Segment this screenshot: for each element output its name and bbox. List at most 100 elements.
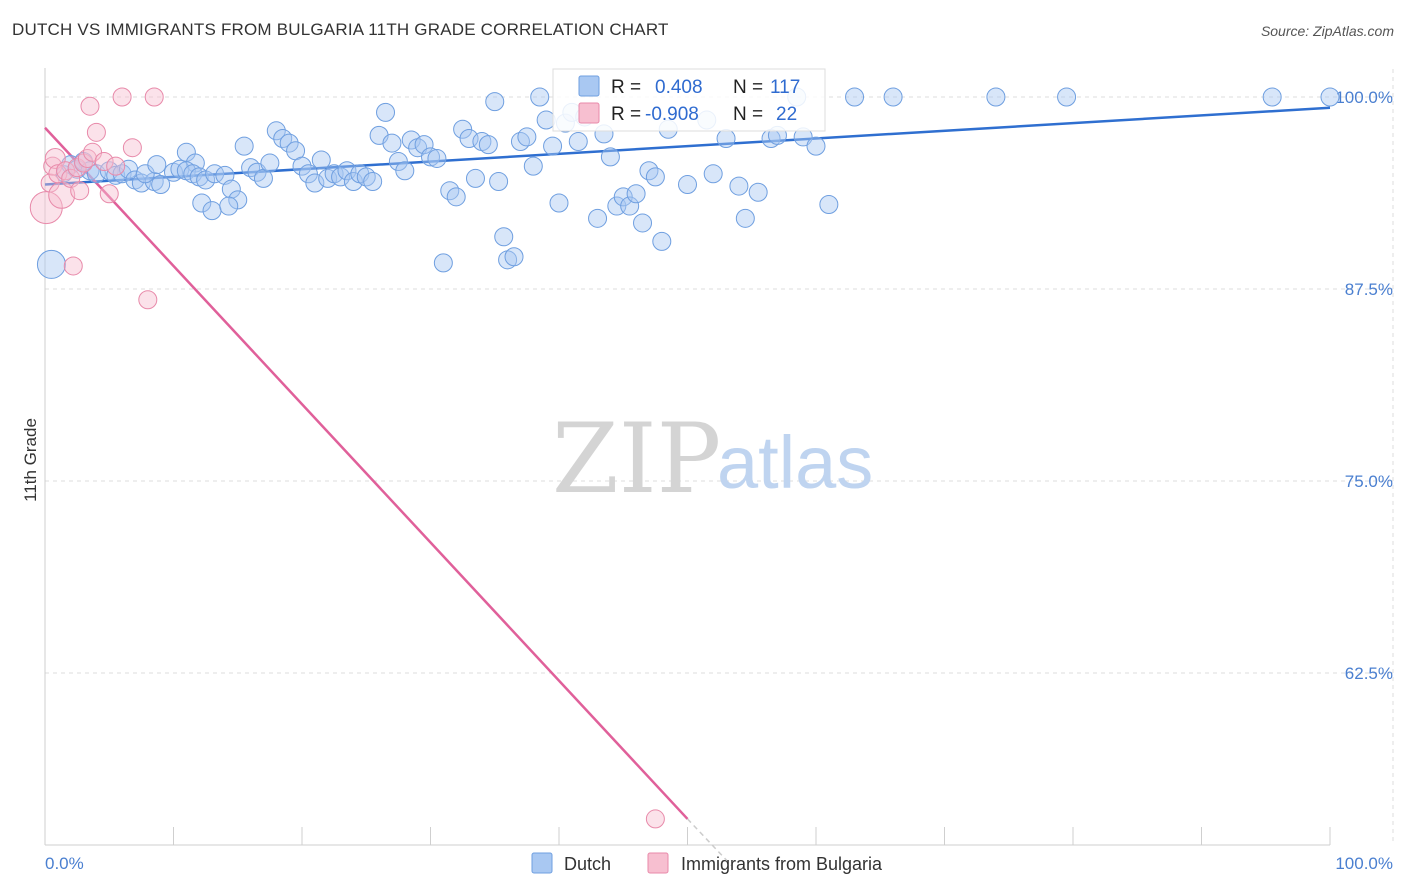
dutch-point-41: [292, 156, 312, 176]
x-tick-label-min: 0.0%: [45, 854, 84, 873]
dutch-point-68: [465, 168, 485, 188]
dutch-point-61: [421, 147, 440, 167]
bulgaria-point-12: [77, 148, 97, 168]
dutch-point-16: [147, 155, 167, 175]
chart-title: DUTCH VS IMMIGRANTS FROM BULGARIA 11TH G…: [12, 20, 669, 39]
dutch-point-115: [1057, 87, 1077, 107]
dutch-point-105: [748, 182, 768, 202]
bulgaria-point-13: [80, 96, 100, 116]
legend-bottom-swatch-bulgaria: [647, 852, 669, 874]
dutch-point-117: [1320, 87, 1340, 107]
legend-bottom-label-bulgaria: Immigrants from Bulgaria: [681, 854, 883, 874]
bulgaria-point-15: [86, 122, 106, 142]
dutch-point-65: [446, 187, 466, 207]
dutch-point-44: [311, 150, 331, 170]
dutch-point-39: [279, 133, 299, 153]
dutch-point-55: [382, 133, 402, 153]
y-axis-title: 11th Grade: [21, 418, 40, 502]
legend-n-label-bulgaria: N =: [733, 104, 763, 125]
bulgaria-point-21: [138, 290, 158, 310]
dutch-point-57: [395, 161, 415, 181]
legend-bottom-label-dutch: Dutch: [564, 854, 611, 874]
dutch-point-20: [202, 201, 222, 221]
dutch-point-31: [219, 196, 239, 216]
dutch-point-94: [633, 213, 653, 233]
dutch-point-73: [494, 227, 514, 247]
legend-swatch-bulgaria: [578, 102, 600, 124]
dutch-point-6: [86, 164, 106, 184]
bulgaria-point-20: [122, 138, 142, 158]
legend-r-value-bulgaria: -0.908: [645, 104, 699, 125]
dutch-point-36: [260, 153, 280, 173]
bulgaria-points: [29, 87, 665, 829]
dutch-point-104: [735, 208, 755, 228]
x-tick-label-max: 100.0%: [1335, 854, 1393, 873]
dutch-point-28: [215, 165, 235, 185]
dutch-point-110: [806, 136, 826, 156]
y-tick-label-2: 75.0%: [1345, 472, 1393, 491]
watermark-atlas: atlas: [717, 421, 873, 504]
y-tick-label-1: 87.5%: [1345, 280, 1393, 299]
dutch-point-85: [568, 132, 588, 152]
bulgaria-point-10: [70, 181, 90, 201]
bulgaria-point-8: [63, 256, 83, 276]
dutch-point-27: [205, 164, 225, 184]
bulgaria-point-18: [106, 156, 126, 176]
legend-bottom-swatch-dutch: [531, 852, 553, 874]
dutch-point-91: [613, 187, 633, 207]
dutch-point-75: [504, 247, 524, 267]
dutch-point-37: [266, 121, 286, 141]
dutch-point-49: [343, 171, 363, 191]
dutch-point-48: [337, 161, 357, 181]
dutch-point-97: [652, 231, 672, 251]
dutch-point-78: [523, 156, 543, 176]
dutch-point-52: [363, 171, 383, 191]
bulgaria-point-23: [645, 809, 665, 829]
dutch-point-111: [819, 195, 839, 215]
bulgaria-point-16: [94, 152, 114, 172]
dutch-point-103: [729, 176, 749, 196]
bulgaria-point-22: [144, 87, 164, 107]
dutch-point-87: [588, 208, 608, 228]
dutch-point-99: [678, 175, 697, 195]
dutch-point-113: [883, 87, 903, 107]
dutch-point-114: [986, 87, 1006, 107]
dutch-point-92: [620, 196, 640, 216]
legend-swatch-dutch: [578, 75, 600, 97]
dutch-point-56: [388, 152, 408, 172]
dutch-point-42: [298, 164, 318, 184]
legend-r-label-dutch: R =: [611, 77, 641, 98]
dutch-point-0: [36, 249, 66, 279]
legend-n-label-dutch: N =: [733, 77, 763, 98]
dutch-point-62: [427, 148, 447, 168]
axes: [44, 68, 1331, 846]
dutch-point-80: [536, 110, 556, 130]
legend-bottom: Dutch Immigrants from Bulgaria: [531, 852, 883, 874]
dutch-point-81: [543, 136, 563, 156]
dutch-point-63: [433, 253, 453, 273]
dutch-point-102: [716, 128, 736, 148]
dutch-point-96: [645, 167, 665, 187]
legend-r-value-dutch: 0.408: [655, 77, 703, 98]
dutch-point-89: [600, 147, 620, 167]
dutch-point-82: [549, 193, 569, 213]
dutch-point-67: [459, 128, 479, 148]
y-tick-label-3: 62.5%: [1345, 664, 1393, 683]
legend-r-label-bulgaria: R =: [611, 104, 641, 125]
bulgaria-point-14: [83, 142, 103, 162]
source-label: Source: ZipAtlas.com: [1260, 23, 1394, 39]
bulgaria-point-5: [48, 181, 76, 209]
dutch-point-54: [376, 102, 396, 122]
dutch-point-14: [151, 175, 171, 195]
bulgaria-point-19: [112, 87, 132, 107]
dutch-point-77: [517, 127, 537, 147]
y-tick-labels: 100.0% 87.5% 75.0% 62.5%: [1335, 88, 1393, 683]
dutch-point-72: [489, 171, 509, 191]
legend-n-value-dutch: 117: [770, 77, 800, 98]
dutch-point-70: [478, 135, 498, 155]
watermark: ZIP atlas: [552, 403, 873, 515]
dutch-point-79: [530, 87, 550, 107]
bulgaria-point-17: [99, 184, 119, 204]
dutch-point-71: [485, 92, 505, 112]
